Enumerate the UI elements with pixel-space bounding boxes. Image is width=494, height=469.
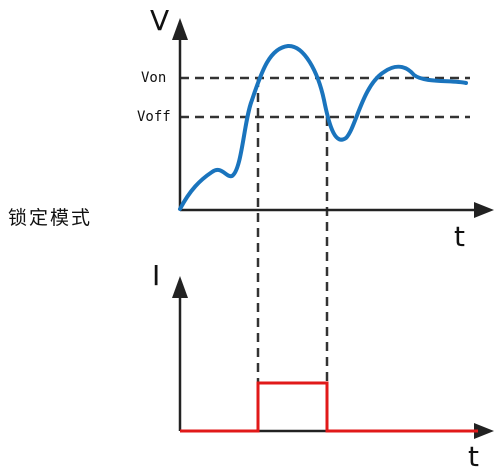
voltage-response-curve <box>178 44 468 211</box>
current-pulse-trace <box>180 381 478 433</box>
current-x-axis-arrow <box>474 423 494 439</box>
mode-label: 锁定模式 <box>8 207 92 229</box>
voltage-axis-label: V <box>150 4 169 37</box>
current-axis-label: I <box>152 259 160 292</box>
voltage-plot: V t Von Voff <box>137 4 494 431</box>
voltage-y-axis-arrow <box>172 18 188 40</box>
voltage-time-axis-label: t <box>454 220 465 253</box>
voff-label: Voff <box>137 109 171 125</box>
current-plot: I t <box>152 259 494 469</box>
current-y-axis-arrow <box>172 276 188 298</box>
von-label: Von <box>141 70 166 86</box>
voltage-x-axis-arrow <box>474 202 494 218</box>
current-time-axis-label: t <box>468 440 479 469</box>
